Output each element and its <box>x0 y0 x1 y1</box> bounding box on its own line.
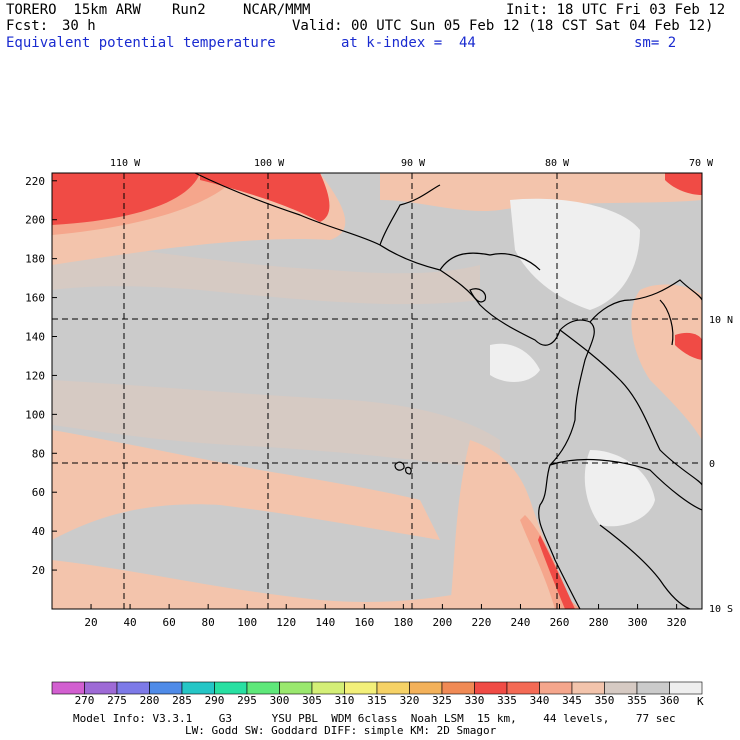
field-region <box>52 173 200 225</box>
y-tick-label: 60 <box>32 486 45 499</box>
theta-e-field <box>52 173 702 609</box>
y-tick-label: 200 <box>25 214 45 227</box>
field-region <box>631 284 702 440</box>
lon-label: 80 W <box>545 158 570 169</box>
y-tick-label: 140 <box>25 331 45 344</box>
y-axis-ticks: 20 40 60 80 100 120 140 160 180 200 220 <box>25 175 57 577</box>
forecast-value: 30 h <box>62 18 96 34</box>
lon-label: 70 W <box>689 158 714 169</box>
x-tick-label: 300 <box>628 616 648 629</box>
smoothing-label: sm= 2 <box>634 35 677 51</box>
field-region <box>380 173 702 212</box>
physics-info: LW: Godd SW: Goddard DIFF: simple KM: 2D… <box>185 724 497 737</box>
y-tick-label: 120 <box>25 369 45 382</box>
model-name: TORERO 15km ARW <box>6 2 141 18</box>
x-tick-label: 240 <box>511 616 531 629</box>
lat-label: 10 S <box>709 604 733 615</box>
org-label: NCAR/MMM <box>243 2 311 18</box>
y-tick-label: 100 <box>25 408 45 421</box>
field-region <box>510 198 640 310</box>
field-region <box>52 380 500 470</box>
x-tick-label: 60 <box>162 616 175 629</box>
y-tick-label: 180 <box>25 253 45 266</box>
lon-label: 90 W <box>401 158 426 169</box>
field-region <box>584 450 655 527</box>
x-tick-label: 140 <box>315 616 335 629</box>
x-axis-ticks: 20 40 60 80 100 120 140 160 180 200 220 240 260 280 30… <box>84 604 687 629</box>
x-tick-label: 320 <box>667 616 687 629</box>
field-region <box>52 560 480 609</box>
lat-label: 10 N <box>709 315 733 326</box>
field-region <box>52 430 440 540</box>
x-tick-label: 20 <box>84 616 97 629</box>
x-tick-label: 200 <box>432 616 452 629</box>
y-tick-label: 220 <box>25 175 45 188</box>
x-tick-label: 40 <box>123 616 136 629</box>
y-tick-label: 40 <box>32 525 45 538</box>
level-label: at k-index = 44 <box>341 35 476 51</box>
model-info: Model Info: V3.3.1 G3 YSU PBL WDM 6class… <box>73 712 676 725</box>
field-region <box>538 535 575 609</box>
x-tick-label: 280 <box>589 616 609 629</box>
field-name: Equivalent potential temperature <box>6 35 276 51</box>
x-tick-label: 120 <box>276 616 296 629</box>
y-tick-label: 80 <box>32 447 45 460</box>
map-frame <box>51 172 703 610</box>
init-time: Init: 18 UTC Fri 03 Feb 12 <box>506 2 726 18</box>
lon-label: 100 W <box>254 158 285 169</box>
field-region <box>52 240 480 305</box>
valid-time: Valid: 00 UTC Sun 05 Feb 12 (18 CST Sat … <box>292 18 714 34</box>
x-tick-label: 220 <box>471 616 491 629</box>
lon-label: 110 W <box>110 158 141 169</box>
x-tick-label: 260 <box>550 616 570 629</box>
x-tick-label: 180 <box>393 616 413 629</box>
y-tick-label: 20 <box>32 564 45 577</box>
y-tick-label: 160 <box>25 292 45 305</box>
field-region <box>665 173 702 195</box>
lat-lon-grid <box>52 173 702 609</box>
coastlines <box>194 172 703 610</box>
run-label: Run2 <box>172 2 206 18</box>
forecast-label: Fcst: <box>6 18 49 34</box>
field-region <box>200 173 330 222</box>
x-tick-label: 160 <box>354 616 374 629</box>
x-tick-label: 80 <box>202 616 215 629</box>
lat-label: 0 <box>709 459 715 470</box>
field-region <box>490 343 540 382</box>
x-tick-label: 100 <box>237 616 257 629</box>
field-region <box>675 332 702 360</box>
